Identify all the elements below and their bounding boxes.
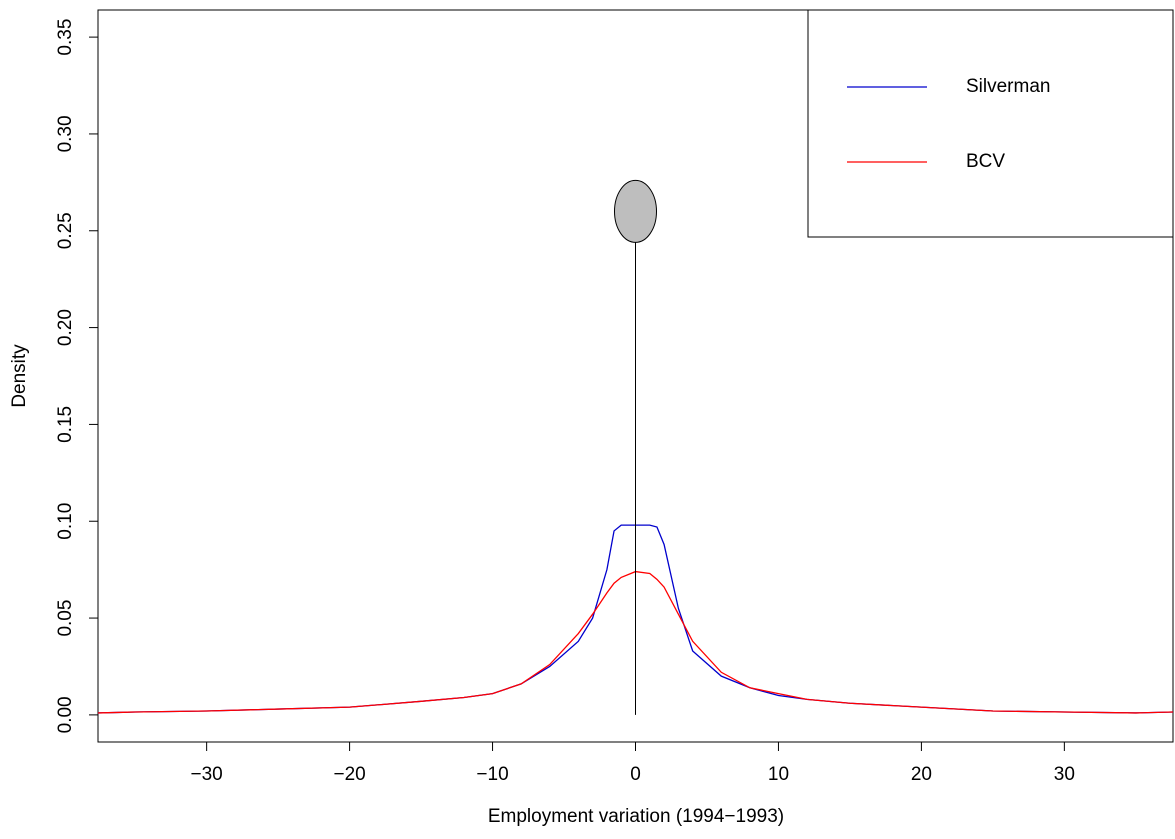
y-tick-label: 0.20 — [55, 309, 76, 346]
x-tick-label: 20 — [911, 764, 932, 785]
y-tick-label: 0.00 — [55, 696, 76, 733]
spike-head — [614, 179, 657, 243]
y-tick-label: 0.10 — [55, 503, 76, 540]
y-tick-label: 0.30 — [55, 115, 76, 152]
y-tick-label: 0.35 — [55, 19, 76, 56]
x-tick-label: 0 — [630, 764, 641, 785]
y-tick-label: 0.05 — [55, 600, 76, 637]
x-tick-label: 10 — [768, 764, 789, 785]
y-tick-label: 0.15 — [55, 406, 76, 443]
x-tick-label: 30 — [1054, 764, 1075, 785]
x-tick-label: −10 — [476, 764, 508, 785]
legend-label: Silverman — [966, 76, 1050, 97]
x-axis-label: Employment variation (1994−1993) — [488, 806, 784, 827]
x-tick-label: −30 — [191, 764, 223, 785]
y-axis-label: Density — [9, 344, 30, 408]
y-tick-label: 0.25 — [55, 212, 76, 249]
legend-box — [807, 9, 1174, 238]
legend-label: BCV — [966, 151, 1005, 172]
x-tick-label: −20 — [333, 764, 365, 785]
